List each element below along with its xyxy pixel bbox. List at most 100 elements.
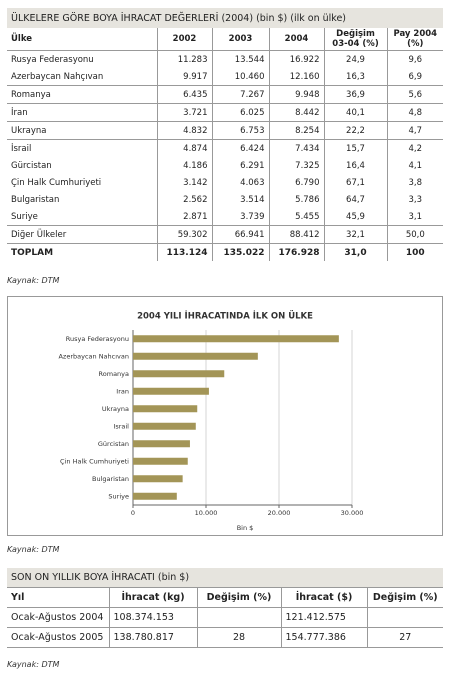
- cell: 16,3: [323, 68, 387, 86]
- cell: 59.302: [156, 225, 212, 244]
- cell: 4,7: [386, 121, 444, 140]
- cell: Azerbaycan Nahçıvan: [11, 71, 104, 82]
- cell: 154.777.386: [280, 627, 367, 648]
- table-title: ÜLKELERE GÖRE BOYA İHRACAT DEĞERLERİ (20…: [7, 8, 444, 28]
- cell: Suriye: [11, 211, 38, 222]
- y-tick-label: Suriye: [108, 492, 129, 500]
- cell: Gürcistan: [11, 160, 52, 171]
- cell: 9,6: [386, 50, 444, 68]
- cell: 3,8: [386, 174, 444, 191]
- cell: Rusya Federasyonu: [11, 54, 94, 65]
- cell: 2.871: [156, 208, 212, 226]
- bar: [133, 422, 196, 430]
- cell: 36,9: [323, 85, 387, 104]
- data-row: TOPLAM 113.124 135.022 176.928 31,0 100: [7, 243, 444, 261]
- cell: 3.739: [211, 208, 269, 226]
- cell: 6.790: [268, 174, 324, 191]
- bar: [133, 335, 339, 343]
- bar: [133, 370, 225, 378]
- data-row: Rusya Federasyonu 11.283 13.544 16.922 24,9 9…: [7, 50, 444, 68]
- cell: Ukrayna: [7, 121, 157, 140]
- cell: 6,9: [386, 68, 444, 86]
- x-axis-label: Bin $: [237, 524, 254, 532]
- header-cell: İhracat ($): [280, 587, 367, 608]
- cell: 4,2: [386, 139, 444, 157]
- cell: 7.325: [268, 157, 324, 174]
- cell: Romanya: [7, 85, 157, 104]
- cell: 4.186: [156, 157, 212, 174]
- cell: İsrail: [7, 139, 157, 157]
- cell: 9.948: [268, 85, 324, 104]
- y-tick-label: Ukrayna: [102, 405, 129, 413]
- header-cell: 2002: [156, 28, 212, 51]
- cell: 176.928: [268, 243, 324, 261]
- source-note: Kaynak: DTM: [7, 276, 60, 285]
- data-row: Bulgaristan 2.562 3.514 5.786 64,7 3,3: [7, 191, 444, 208]
- cell: 16.922: [268, 50, 324, 68]
- x-tick-label: 20.000: [268, 509, 291, 517]
- cell: [366, 607, 444, 628]
- y-tick-label: Romanya: [99, 370, 129, 378]
- cell: İran: [7, 103, 157, 122]
- cell: Ocak-Ağustos 2005: [7, 627, 109, 648]
- cell: 7.434: [268, 139, 324, 157]
- cell: 4.063: [211, 174, 269, 191]
- cell: 11.283: [156, 50, 212, 68]
- cell: 31,0: [323, 243, 387, 261]
- header-row: Ülke 2002 2003 2004 Değişim 03-04 (%) Pay 200…: [7, 28, 444, 51]
- table-title: SON ON YILLIK BOYA İHRACATI (bin $): [7, 568, 444, 588]
- y-tick-label: Iran: [116, 387, 129, 395]
- x-tick-label: 10.000: [195, 509, 218, 517]
- cell: Bulgaristan: [11, 194, 60, 205]
- cell: 3.721: [156, 103, 212, 122]
- cell: 5.786: [268, 191, 324, 208]
- cell: 6.025: [211, 103, 269, 122]
- data-row: Ukrayna 4.832 6.753 8.254 22,2 4,7: [7, 121, 444, 140]
- cell: 9.917: [156, 68, 212, 86]
- bar: [133, 475, 183, 483]
- cell: 3,1: [386, 208, 444, 226]
- cell: 135.022: [211, 243, 269, 261]
- data-row: Romanya 6.435 7.267 9.948 36,9 5,6: [7, 85, 444, 104]
- cell: 3,3: [386, 191, 444, 208]
- cell: 66.941: [211, 225, 269, 244]
- source-note: Kaynak: DTM: [7, 660, 60, 669]
- cell: TOPLAM: [7, 243, 157, 261]
- bar: [133, 457, 188, 465]
- export-table: ÜLKELERE GÖRE BOYA İHRACAT DEĞERLERİ (20…: [7, 8, 444, 261]
- header-cell: Ülke: [7, 28, 157, 51]
- data-row: Azerbaycan Nahçıvan 9.917 10.460 12.160 16,3…: [7, 68, 444, 86]
- cell: 121.412.575: [280, 607, 367, 628]
- data-row: Gürcistan 4.186 6.291 7.325 16,4 4,1: [7, 157, 444, 174]
- header-row: Yıl İhracat (kg) Değişim (%) İhracat ($) Değ…: [7, 587, 444, 608]
- cell: 4,1: [386, 157, 444, 174]
- x-tick-label: 0: [131, 509, 135, 517]
- cell: 16,4: [323, 157, 387, 174]
- cell: 64,7: [323, 191, 387, 208]
- cell: 100: [386, 243, 444, 261]
- bar: [133, 440, 190, 448]
- cell: 6.753: [211, 121, 269, 140]
- data-row: İran 3.721 6.025 8.442 40,1 4,8: [7, 103, 444, 122]
- header-cell: 2003: [211, 28, 269, 51]
- data-row: Çin Halk Cumhuriyeti 3.142 4.063 6.790 67,1 3…: [7, 174, 444, 191]
- cell: 138.780.817: [108, 627, 197, 648]
- cell: 108.374.153: [108, 607, 197, 628]
- header-cell: Değişim (%): [366, 587, 444, 608]
- chart-title: 2004 YILI İHRACATINDA İLK ON ÜLKE: [137, 311, 313, 322]
- cell: 12.160: [268, 68, 324, 86]
- y-tick-label: Rusya Federasyonu: [66, 335, 129, 343]
- data-row: Suriye 2.871 3.739 5.455 45,9 3,1: [7, 208, 444, 226]
- chart: 2004 YILI İHRACATINDA İLK ON ÜLKE 0 10.00…: [7, 296, 443, 536]
- cell: 8.254: [268, 121, 324, 140]
- bar: [133, 492, 177, 500]
- cell: 50,0: [386, 225, 444, 244]
- cell: 45,9: [323, 208, 387, 226]
- cell: 113.124: [156, 243, 212, 261]
- source-note: Kaynak: DTM: [7, 545, 60, 554]
- y-tick-label: Azerbaycan Nahcıvan: [58, 352, 129, 360]
- cell: Ocak-Ağustos 2004: [7, 607, 109, 628]
- x-tick-label: 30.000: [341, 509, 364, 517]
- cell: 32,1: [323, 225, 387, 244]
- cell: 4.874: [156, 139, 212, 157]
